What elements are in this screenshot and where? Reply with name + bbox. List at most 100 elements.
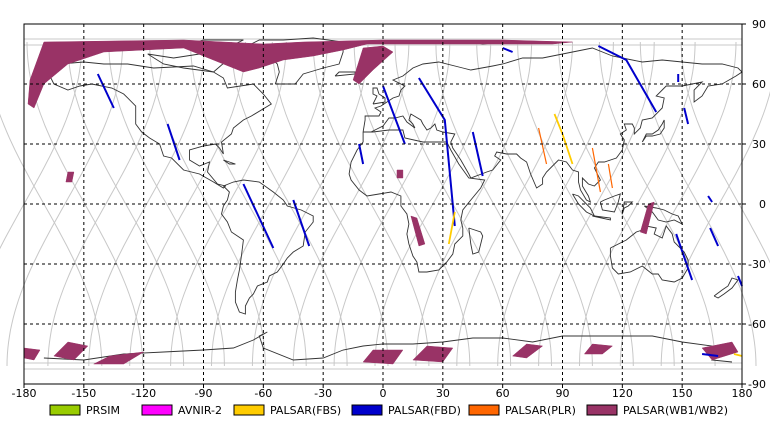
orbit-track bbox=[353, 41, 471, 367]
longitude-tick-labels: -180 -150 -120 -90 -60 -30 0 30 60 90 120 150 180 bbox=[12, 384, 753, 400]
fbd-swath bbox=[709, 227, 720, 247]
fbd-swath bbox=[737, 275, 743, 287]
latitude-tick-labels: 90 60 30 0 -30 -60 -90 bbox=[742, 18, 766, 391]
x-tick-label: 90 bbox=[556, 387, 570, 400]
x-tick-label: 0 bbox=[380, 387, 387, 400]
wb-swath bbox=[352, 45, 394, 85]
observation-swaths bbox=[23, 39, 743, 365]
orbit-track bbox=[6, 41, 124, 367]
wb-swath bbox=[583, 343, 614, 355]
orbit-track bbox=[558, 41, 675, 367]
coastline bbox=[592, 215, 611, 221]
fbd-swath bbox=[358, 143, 365, 165]
wb-swath bbox=[23, 347, 41, 361]
legend: PRSIM AVNIR-2 PALSAR(FBS) PALSAR(FBD) PALSAR… bbox=[49, 404, 728, 417]
orbit-track bbox=[497, 41, 614, 367]
orbit-track bbox=[211, 41, 328, 367]
y-tick-label: 60 bbox=[752, 78, 766, 91]
orbit-track bbox=[312, 41, 430, 367]
fbs-swath bbox=[733, 353, 743, 357]
legend-swatch bbox=[586, 404, 618, 416]
orbit-track bbox=[108, 41, 225, 367]
fbd-swath bbox=[418, 77, 456, 227]
x-tick-label: -90 bbox=[195, 387, 213, 400]
x-tick-label: -60 bbox=[254, 387, 272, 400]
legend-swatch bbox=[49, 404, 81, 416]
legend-label: PRSIM bbox=[86, 404, 120, 417]
legend-label: PALSAR(FBS) bbox=[270, 404, 341, 417]
orbit-track bbox=[292, 41, 410, 366]
fbd-swath bbox=[96, 73, 115, 109]
orbit-track bbox=[47, 41, 165, 367]
x-tick-label: 180 bbox=[732, 387, 753, 400]
orbit-track bbox=[67, 41, 185, 367]
x-tick-label: 60 bbox=[496, 387, 510, 400]
orbit-track bbox=[456, 41, 573, 367]
coastline bbox=[221, 179, 314, 315]
wb-swath bbox=[93, 351, 144, 365]
fbd-swath bbox=[675, 233, 694, 281]
legend-label: AVNIR-2 bbox=[178, 404, 222, 417]
legend-label: PALSAR(PLR) bbox=[505, 404, 576, 417]
wb-swath bbox=[396, 169, 404, 179]
wb-swath bbox=[65, 171, 75, 183]
x-tick-label: -150 bbox=[71, 387, 96, 400]
wb-swath bbox=[639, 201, 655, 235]
coastline bbox=[334, 71, 356, 77]
coastline bbox=[47, 61, 272, 189]
wb-swath bbox=[412, 345, 454, 363]
x-tick-label: -120 bbox=[131, 387, 156, 400]
fbs-swath bbox=[553, 113, 574, 165]
legend-label: PALSAR(WB1/WB2) bbox=[623, 404, 728, 417]
coastline bbox=[468, 227, 484, 255]
orbit-track bbox=[660, 91, 770, 367]
orbit-track bbox=[415, 41, 533, 367]
legend-swatch bbox=[468, 404, 500, 416]
legend-swatch bbox=[233, 404, 265, 416]
coastline bbox=[713, 277, 739, 299]
fbd-swath bbox=[471, 131, 484, 177]
y-tick-label: 90 bbox=[752, 18, 766, 31]
coastline bbox=[223, 159, 236, 165]
wb-swath bbox=[410, 215, 426, 247]
wb-swath bbox=[27, 39, 573, 109]
y-tick-label: 30 bbox=[752, 138, 766, 151]
coastline bbox=[641, 119, 665, 143]
wb-swath bbox=[701, 341, 739, 361]
coastline bbox=[362, 47, 743, 203]
fbd-swath bbox=[597, 45, 658, 113]
coastline bbox=[599, 193, 621, 213]
graticule-grid bbox=[24, 24, 742, 384]
plr-swath bbox=[538, 127, 548, 165]
plr-swath bbox=[607, 163, 613, 189]
plr-swath bbox=[591, 147, 601, 193]
orbit-track bbox=[598, 41, 716, 367]
wb-swath bbox=[53, 341, 89, 361]
x-tick-label: -180 bbox=[12, 387, 37, 400]
orbit-track bbox=[517, 41, 634, 367]
legend-swatch bbox=[141, 404, 173, 416]
fbs-swath bbox=[447, 211, 456, 245]
fbd-swath bbox=[683, 107, 690, 125]
orbit-track bbox=[149, 41, 266, 367]
coastline bbox=[372, 87, 386, 105]
legend-swatch bbox=[351, 404, 383, 416]
x-tick-label: 150 bbox=[672, 387, 693, 400]
fbd-swath bbox=[242, 183, 275, 249]
fbd-swath bbox=[166, 123, 181, 161]
wb-swath bbox=[512, 343, 544, 359]
orbit-track bbox=[251, 41, 369, 367]
y-tick-label: -90 bbox=[748, 378, 766, 391]
fbd-swath bbox=[502, 47, 513, 53]
y-tick-label: 0 bbox=[759, 198, 766, 211]
y-tick-label: -60 bbox=[748, 318, 766, 331]
x-tick-label: -30 bbox=[314, 387, 332, 400]
x-tick-label: 30 bbox=[436, 387, 450, 400]
legend-label: PALSAR(FBD) bbox=[388, 404, 461, 417]
fbd-swath bbox=[707, 195, 713, 203]
fbd-swath bbox=[701, 353, 719, 357]
x-tick-label: 120 bbox=[612, 387, 633, 400]
y-tick-label: -30 bbox=[748, 258, 766, 271]
fbd-swath bbox=[382, 85, 406, 145]
